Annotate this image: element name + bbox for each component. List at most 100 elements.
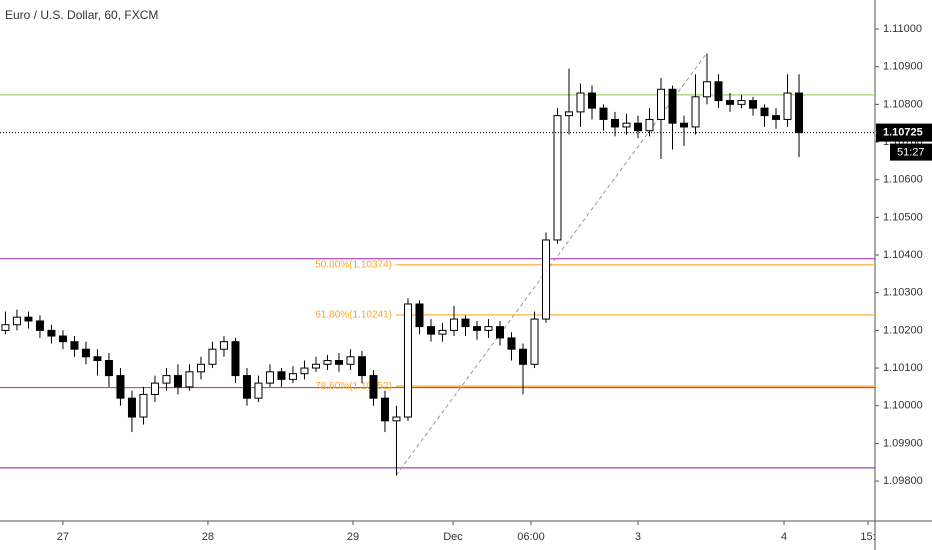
- candle-body: [139, 393, 148, 418]
- y-tick-label: 1.10800: [883, 98, 923, 110]
- candle-body: [518, 348, 527, 365]
- candle-body: [472, 326, 481, 331]
- candle-body: [668, 88, 677, 124]
- candle-body: [783, 92, 792, 120]
- x-tick-label: 06:00: [517, 531, 545, 543]
- candle-body: [288, 373, 297, 380]
- candle-body: [449, 318, 458, 331]
- candle-body: [265, 371, 274, 384]
- candle-body: [507, 337, 516, 350]
- y-tick-label: 1.11000: [883, 23, 922, 35]
- candle-body: [47, 329, 56, 337]
- candle-body: [300, 367, 309, 375]
- candle-body: [541, 239, 550, 320]
- candle-body: [438, 329, 447, 335]
- candle-body: [196, 363, 205, 373]
- candle-body: [311, 363, 320, 369]
- x-tick-label: 27: [57, 531, 69, 543]
- candle-body: [587, 92, 596, 109]
- candle-body: [254, 382, 263, 399]
- x-tick-label: 4: [781, 531, 787, 543]
- candle-body: [564, 111, 573, 117]
- candle-body: [357, 356, 366, 377]
- candle-body: [611, 118, 620, 128]
- candle-body: [657, 88, 666, 120]
- candle-body: [530, 318, 539, 365]
- candle-body: [622, 122, 631, 128]
- candle-body: [749, 100, 758, 109]
- x-tick-label: Dec: [443, 531, 463, 543]
- y-tick-label: 1.10200: [883, 324, 923, 336]
- y-tick-label: 1.09800: [883, 475, 923, 487]
- countdown-box: [890, 143, 932, 161]
- candle-body: [231, 341, 240, 377]
- candle-body: [737, 100, 746, 105]
- candle-body: [576, 92, 585, 113]
- candle-body: [35, 320, 44, 331]
- candle-body: [219, 341, 228, 350]
- candle-body: [12, 316, 21, 326]
- candle-body: [162, 375, 171, 384]
- candle-body: [242, 375, 251, 399]
- candle-body: [93, 356, 102, 362]
- candle-body: [369, 375, 378, 399]
- candle-body: [380, 397, 389, 422]
- candle-body: [70, 341, 79, 350]
- candle-body: [334, 360, 343, 365]
- candle-body: [116, 375, 125, 399]
- candle-body: [392, 416, 401, 422]
- candle-body: [691, 96, 700, 128]
- candle-body: [1, 324, 10, 331]
- candle-body: [645, 118, 654, 132]
- candle-body: [58, 335, 67, 343]
- candle-body: [714, 81, 723, 102]
- candle-body: [461, 318, 470, 328]
- candle-body: [495, 326, 504, 339]
- candle-body: [680, 122, 689, 128]
- y-tick-label: 1.10500: [883, 211, 923, 223]
- candle-body: [346, 356, 355, 365]
- y-tick-label: 1.10900: [883, 61, 923, 73]
- x-tick-label: 28: [202, 531, 214, 543]
- candle-body: [703, 81, 712, 98]
- candle-body: [104, 360, 113, 377]
- fib-label: 78.60%(1.10052): [315, 381, 392, 392]
- candle-body: [403, 303, 412, 418]
- candle-body: [772, 115, 781, 120]
- candle-body: [150, 382, 159, 395]
- candle-body: [795, 92, 804, 134]
- x-tick-label: 3: [635, 531, 641, 543]
- candle-body: [81, 348, 90, 358]
- candle-body: [415, 303, 424, 328]
- candle-body: [726, 100, 735, 105]
- candle-body: [484, 326, 493, 331]
- y-tick-label: 1.09900: [883, 437, 923, 449]
- countdown-label: 51:27: [897, 147, 925, 159]
- y-tick-label: 1.10300: [883, 287, 923, 299]
- fib-label: 50.00%(1.10374): [315, 259, 392, 270]
- candle-body: [553, 115, 562, 241]
- candle-body: [277, 371, 286, 380]
- last-price-box: [876, 123, 932, 142]
- candle-body: [173, 375, 182, 388]
- candle-body: [599, 107, 608, 120]
- y-tick-label: 1.10100: [883, 362, 923, 374]
- y-tick-label: 1.10400: [883, 249, 923, 261]
- y-tick-label: 1.10000: [883, 400, 923, 412]
- x-tick-label: 15:: [860, 531, 875, 543]
- fib-label: 61.80%(1.10241): [315, 310, 392, 321]
- y-tick-label: 1.10600: [883, 174, 923, 186]
- candle-body: [634, 122, 643, 132]
- chart-title: Euro / U.S. Dollar, 60, FXCM: [5, 8, 158, 22]
- last-price-label: 1.10725: [883, 127, 923, 139]
- candle-body: [208, 348, 217, 365]
- candle-body: [24, 316, 33, 322]
- candle-body: [127, 397, 136, 418]
- x-tick-label: 29: [347, 531, 359, 543]
- candle-body: [760, 107, 769, 117]
- candle-body: [185, 371, 194, 388]
- candle-body: [426, 326, 435, 335]
